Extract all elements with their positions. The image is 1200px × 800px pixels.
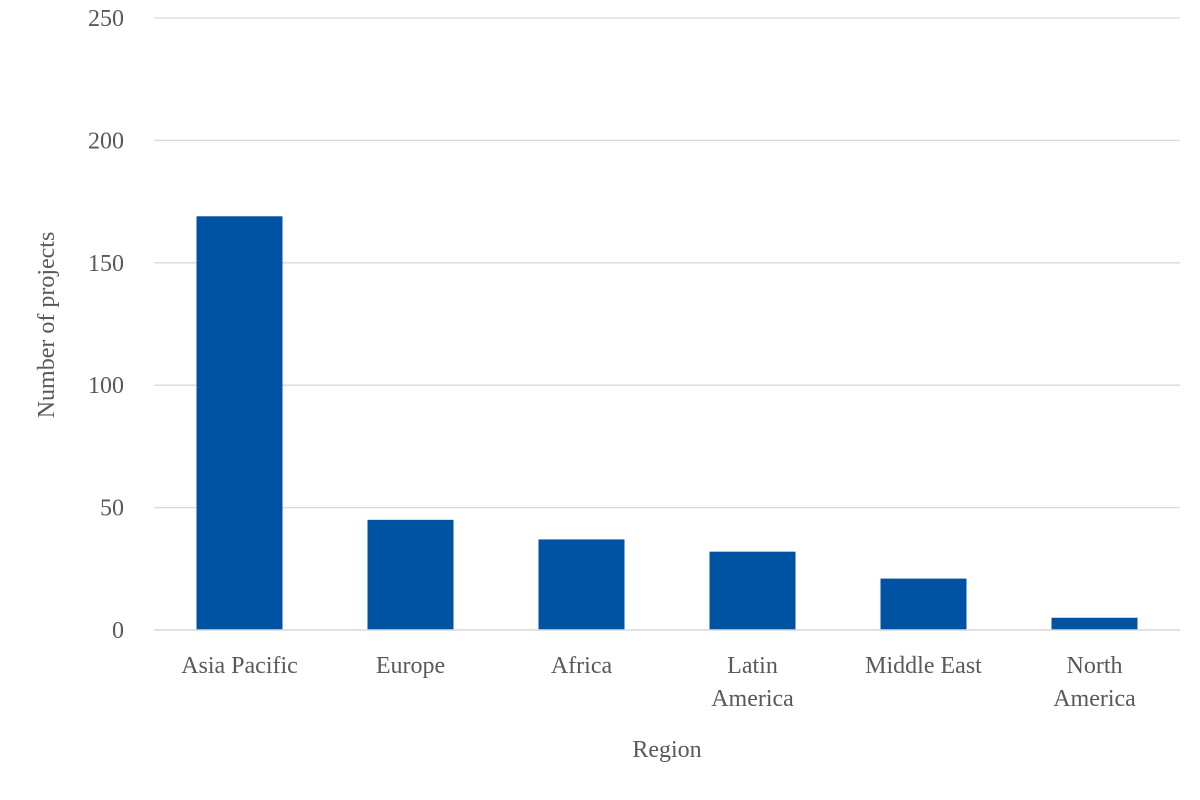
- x-tick-label-line: North: [1067, 653, 1123, 679]
- x-axis-title: Region: [632, 737, 701, 763]
- x-tick-label: Europe: [376, 653, 445, 679]
- gridlines: [154, 17, 1180, 509]
- x-tick-label-line: America: [711, 686, 794, 712]
- y-axis-tick-labels: 0 50 100 150 200 250: [88, 6, 124, 644]
- y-axis-title: Number of projects: [34, 232, 60, 419]
- x-tick-label-line: America: [1053, 686, 1136, 712]
- y-tick-label: 0: [112, 618, 124, 644]
- y-tick-label: 200: [88, 128, 124, 154]
- bar: [880, 578, 967, 630]
- y-tick-label: 150: [88, 251, 124, 277]
- y-tick-label: 100: [88, 373, 124, 399]
- x-tick-label: Middle East: [865, 653, 982, 679]
- x-tick-label-line: Asia Pacific: [181, 653, 298, 679]
- x-tick-label: Africa: [551, 653, 613, 679]
- y-tick-label: 50: [100, 496, 124, 522]
- x-tick-label: North America: [1053, 653, 1136, 712]
- y-tick-label: 250: [88, 6, 124, 32]
- x-tick-label-line: Africa: [551, 653, 613, 679]
- bar: [709, 551, 796, 630]
- x-tick-label: Latin America: [711, 653, 794, 712]
- bar: [196, 216, 283, 630]
- x-tick-label-line: Latin: [727, 653, 778, 679]
- x-tick-label-line: Europe: [376, 653, 445, 679]
- x-axis-tick-labels: Asia Pacific Europe Africa Latin America Midd…: [181, 653, 1136, 712]
- bar: [367, 519, 454, 630]
- bar: [1051, 617, 1138, 630]
- x-tick-label-line: Middle East: [865, 653, 982, 679]
- bar: [538, 539, 625, 630]
- x-tick-label: Asia Pacific: [181, 653, 298, 679]
- bars: [196, 216, 1138, 630]
